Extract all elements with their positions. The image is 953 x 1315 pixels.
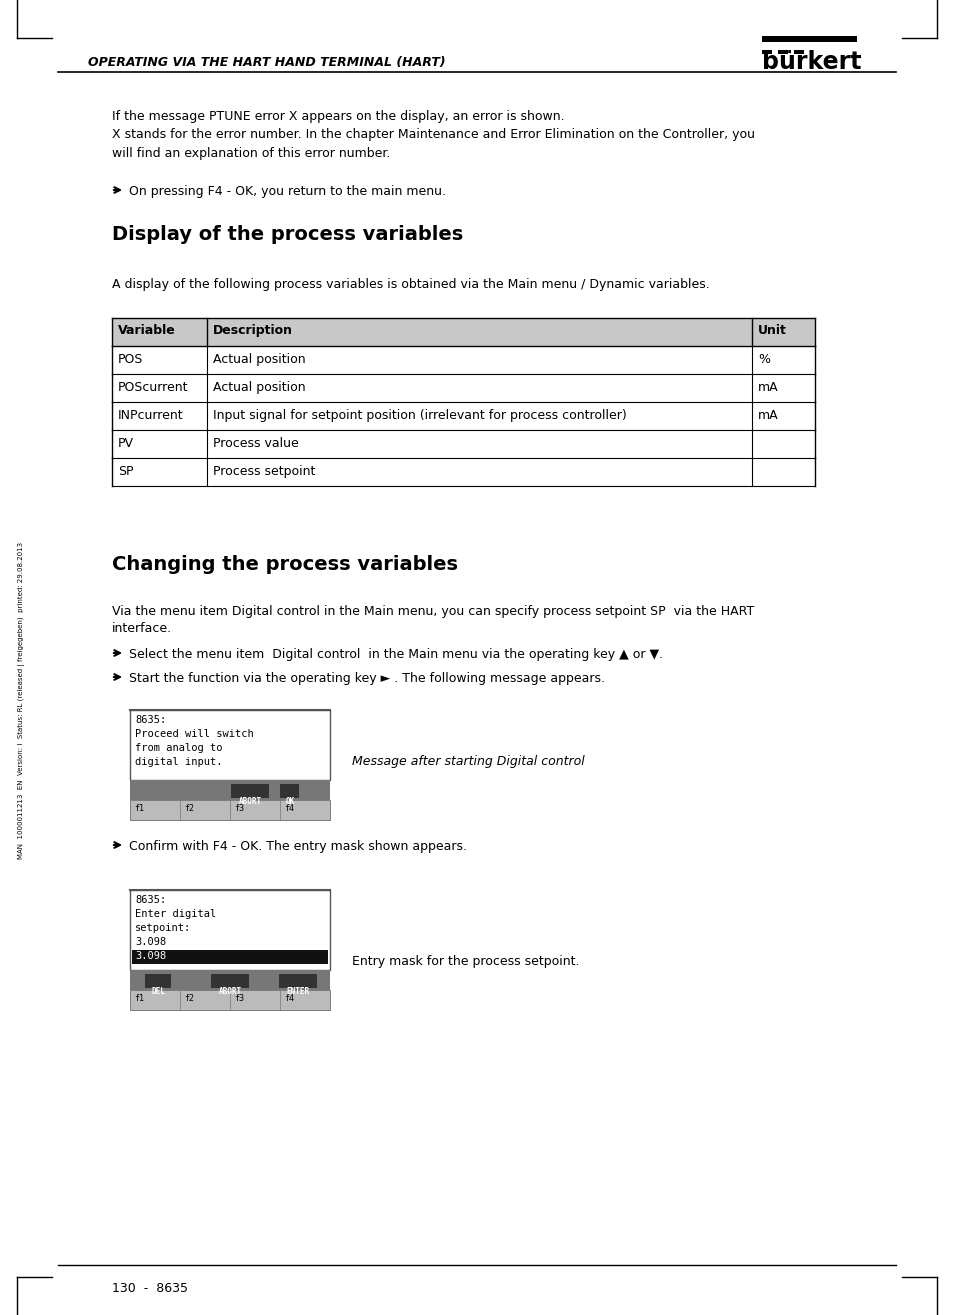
Bar [793,50,803,54]
Text: Confirm with F4 - OK. The entry mask shown appears.: Confirm with F4 - OK. The entry mask sho… [129,840,467,853]
Text: Variable: Variable [118,323,175,337]
Text: setpoint:: setpoint: [135,923,191,934]
Text: Changing the process variables: Changing the process variables [112,555,457,575]
Text: OPERATING VIA THE HART HAND TERMINAL (HART): OPERATING VIA THE HART HAND TERMINAL (HA… [88,57,445,68]
Text: f1: f1 [133,803,144,813]
Text: Enter digital: Enter digital [135,909,216,919]
Text: Message after starting Digital control: Message after starting Digital control [352,755,584,768]
Text: 3.098: 3.098 [135,951,166,961]
Text: Unit: Unit [758,323,786,337]
Text: interface.: interface. [112,622,172,635]
Text: mA: mA [758,381,778,394]
Text: from analog to: from analog to [135,743,222,753]
Text: f4: f4 [284,803,294,813]
Text: If the message PTUNE error X appears on the display, an error is shown.: If the message PTUNE error X appears on … [112,110,564,124]
Text: mA: mA [758,409,778,422]
Text: DEL: DEL [151,988,165,995]
Bar [130,990,330,1010]
Text: Display of the process variables: Display of the process variables [112,225,463,245]
Bar [278,974,317,988]
Text: f4: f4 [284,994,294,1003]
Text: Start the function via the operating key ► . The following message appears.: Start the function via the operating key… [129,672,604,685]
Bar [130,800,330,821]
Text: Process setpoint: Process setpoint [213,466,315,477]
Text: bürkert: bürkert [761,50,861,74]
Text: SP: SP [118,466,133,477]
Bar [130,970,330,990]
Text: f1: f1 [133,994,144,1003]
Text: INPcurrent: INPcurrent [118,409,183,422]
Text: X stands for the error number. In the chapter Maintenance and Error Elimination : X stands for the error number. In the ch… [112,128,754,159]
Text: OK: OK [285,797,294,806]
Text: POS: POS [118,352,143,366]
Bar [132,949,328,964]
Text: ENTER: ENTER [286,988,309,995]
Text: Proceed will switch: Proceed will switch [135,729,253,739]
Bar [280,784,299,798]
Text: Entry mask for the process setpoint.: Entry mask for the process setpoint. [352,955,578,968]
Bar [130,890,330,970]
Bar [761,50,771,54]
Text: f2: f2 [184,994,193,1003]
Text: Select the menu item  Digital control  in the Main menu via the operating key ▲ : Select the menu item Digital control in … [129,648,662,661]
Text: Via the menu item Digital control in the Main menu, you can specify process setp: Via the menu item Digital control in the… [112,605,754,618]
Bar [130,710,330,780]
Bar [112,318,814,346]
Text: A display of the following process variables is obtained via the Main menu / Dyn: A display of the following process varia… [112,277,709,291]
Text: %: % [758,352,769,366]
Text: f3: f3 [233,803,244,813]
Bar [145,974,171,988]
Text: 130  -  8635: 130 - 8635 [112,1282,188,1295]
Bar [231,784,269,798]
Text: POScurrent: POScurrent [118,381,189,394]
Text: 8635:: 8635: [135,715,166,725]
Text: PV: PV [118,437,133,450]
Text: MAN  1000011213  EN  Version: I  Status: RL (released | freigegeben)  printed: 2: MAN 1000011213 EN Version: I Status: RL … [18,542,26,859]
Text: ABORT: ABORT [238,797,261,806]
Text: Actual position: Actual position [213,352,305,366]
Bar [211,974,249,988]
Bar [761,36,856,42]
Text: 8635:: 8635: [135,896,166,905]
Text: On pressing F4 - OK, you return to the main menu.: On pressing F4 - OK, you return to the m… [129,185,446,199]
Text: Process value: Process value [213,437,298,450]
Bar [778,50,787,54]
Text: 3.098: 3.098 [135,938,166,947]
Text: Description: Description [213,323,293,337]
Text: ABORT: ABORT [218,988,241,995]
Text: digital input.: digital input. [135,757,222,767]
Text: Input signal for setpoint position (irrelevant for process controller): Input signal for setpoint position (irre… [213,409,626,422]
Text: Actual position: Actual position [213,381,305,394]
Text: f2: f2 [184,803,193,813]
Bar [130,780,330,800]
Text: f3: f3 [233,994,244,1003]
